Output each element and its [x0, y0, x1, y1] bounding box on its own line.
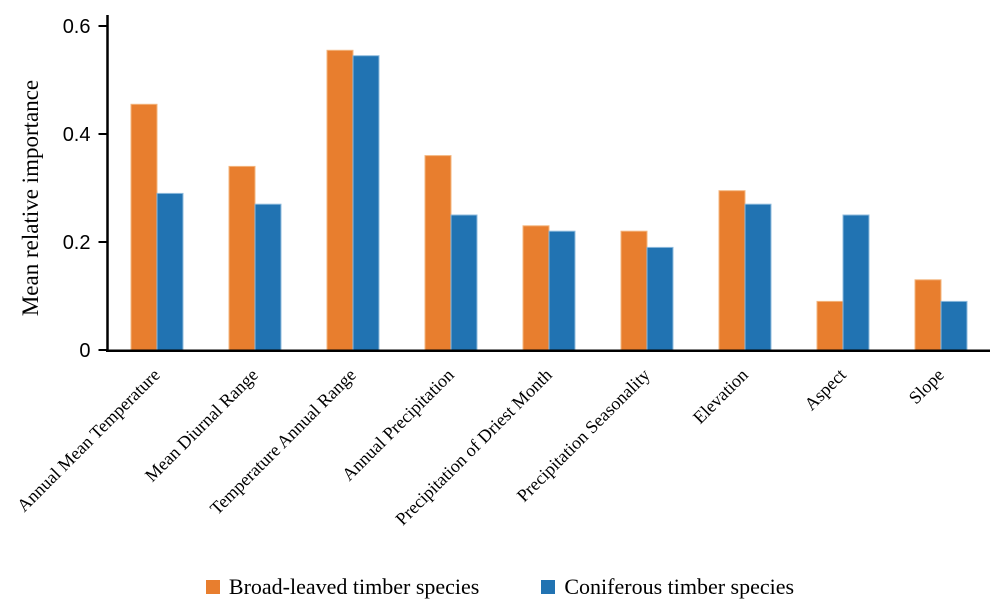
bar-broadleaved [522, 225, 550, 351]
legend-label-coniferous: Coniferous timber species [564, 574, 795, 599]
bar-broadleaved [326, 49, 354, 351]
x-category-label: Aspect [800, 365, 849, 414]
bar-broadleaved [620, 230, 648, 351]
bar-broadleaved [228, 165, 256, 351]
x-category-label: Precipitation of Driest Month [391, 365, 555, 529]
bar-coniferous [450, 214, 478, 351]
bar-broadleaved [914, 279, 942, 351]
legend-item-broadleaved: Broad-leaved timber species [205, 574, 480, 600]
x-category-label: Slope [905, 365, 948, 408]
y-axis-title: Mean relative importance [18, 79, 43, 317]
bar-broadleaved [130, 103, 158, 351]
bar-broadleaved [424, 155, 452, 351]
bar-coniferous [352, 55, 380, 351]
legend: Broad-leaved timber species Coniferous t… [0, 574, 1000, 600]
legend-label-broadleaved: Broad-leaved timber species [228, 574, 480, 599]
x-category-label: Annual Mean Temperature [13, 365, 164, 516]
y-tick-label: 0.4 [63, 124, 91, 146]
y-tick-label: 0.6 [63, 16, 91, 38]
x-category-label: Elevation [689, 365, 752, 428]
bar-coniferous [940, 300, 968, 351]
y-tick-label: 0.2 [63, 232, 91, 254]
bar-coniferous [842, 214, 870, 351]
legend-item-coniferous: Coniferous timber species [541, 574, 794, 600]
bar-coniferous [548, 230, 576, 351]
bar-broadleaved [816, 300, 844, 351]
bar-coniferous [254, 203, 282, 351]
bar-coniferous [156, 192, 184, 351]
bar-coniferous [744, 203, 772, 351]
legend-swatch-broadleaved-icon [205, 580, 220, 594]
bar-broadleaved [718, 190, 746, 351]
legend-swatch-coniferous-icon [541, 580, 556, 594]
bar-coniferous [646, 246, 674, 351]
y-tick-label: 0 [79, 340, 90, 362]
